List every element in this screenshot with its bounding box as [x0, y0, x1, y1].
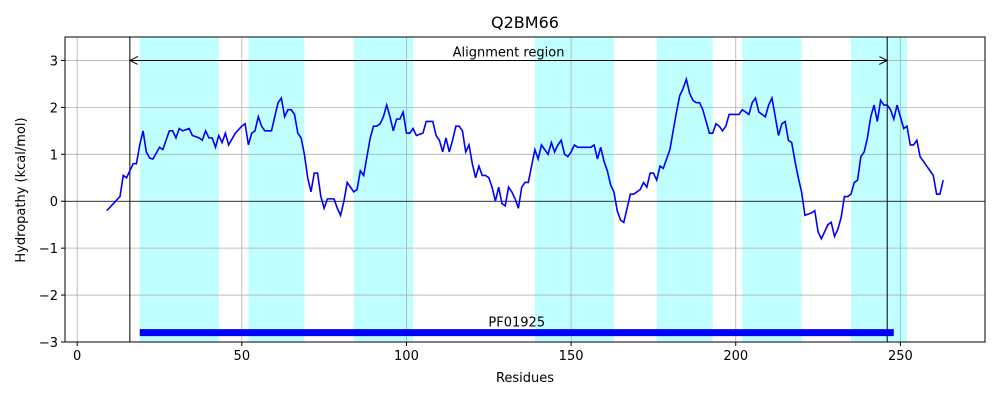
y-tick-label: −2 — [39, 289, 58, 304]
region-span — [139, 37, 219, 342]
chart-title: Q2BM66 — [491, 13, 559, 32]
region-span — [534, 37, 614, 342]
region-span — [742, 37, 802, 342]
region-span — [656, 37, 713, 342]
annotation-label: Alignment region — [453, 45, 565, 60]
hydropathy-line — [106, 76, 944, 241]
region-span — [850, 37, 907, 342]
x-tick-label: 50 — [234, 349, 251, 364]
region-span — [248, 37, 305, 342]
x-axis-label: Residues — [496, 371, 554, 386]
y-tick-label: 0 — [50, 195, 58, 210]
x-tick-label: 0 — [73, 349, 81, 364]
y-tick-label: −3 — [39, 336, 58, 351]
x-tick-label: 200 — [723, 349, 748, 364]
domain-label: PF01925 — [488, 316, 545, 331]
y-tick-label: 3 — [50, 54, 58, 69]
x-tick-label: 150 — [559, 349, 584, 364]
plot-frame — [64, 36, 986, 343]
y-tick-label: −1 — [39, 242, 58, 257]
y-tick-label: 1 — [50, 148, 58, 163]
y-tick-label: 2 — [50, 101, 58, 116]
y-axis-label: Hydropathy (kcal/mol) — [14, 117, 29, 262]
region-span — [353, 37, 414, 342]
x-tick-label: 100 — [394, 349, 419, 364]
x-tick-label: 250 — [888, 349, 913, 364]
